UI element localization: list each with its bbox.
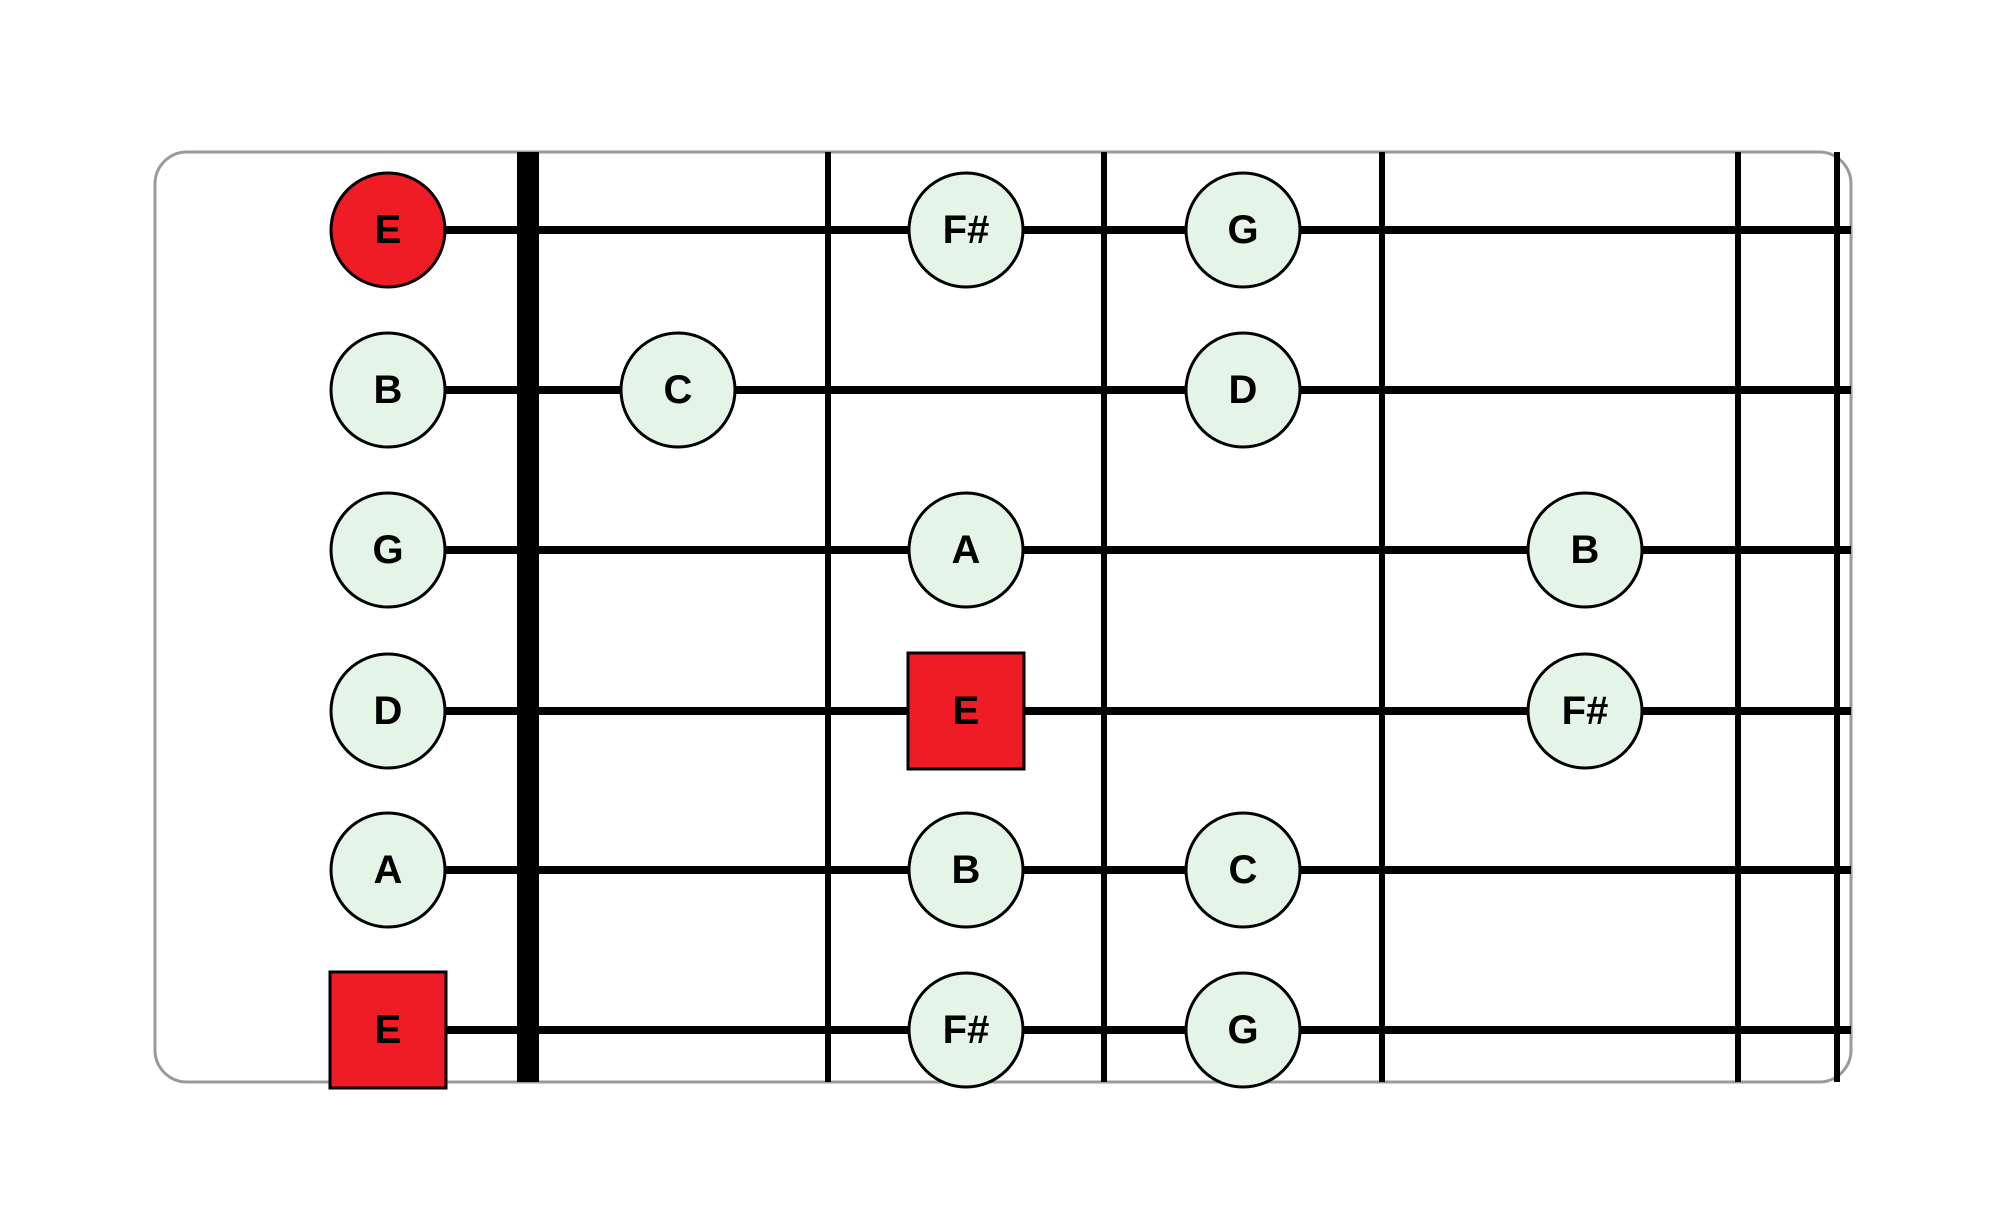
- note-label: F#: [943, 208, 990, 252]
- note-marker: A: [909, 493, 1023, 607]
- note-label: C: [1229, 848, 1258, 892]
- fretboard-diagram: E F# G B C D G A B D E F# A B C E F# G: [0, 0, 2000, 1214]
- fretboard-border: [155, 152, 1851, 1082]
- note-label: A: [374, 848, 403, 892]
- note-marker: E: [330, 972, 446, 1088]
- note-label: F#: [943, 1008, 990, 1052]
- note-marker: E: [908, 653, 1024, 769]
- note-marker: D: [331, 654, 445, 768]
- note-label: D: [1229, 368, 1258, 412]
- note-marker: E: [331, 173, 445, 287]
- note-marker: D: [1186, 333, 1300, 447]
- note-label: E: [953, 689, 980, 733]
- note-marker: B: [909, 813, 1023, 927]
- note-label: A: [952, 528, 981, 572]
- note-label: B: [952, 848, 981, 892]
- note-marker: B: [1528, 493, 1642, 607]
- note-label: G: [1227, 1008, 1258, 1052]
- note-marker: F#: [1528, 654, 1642, 768]
- note-label: D: [374, 689, 403, 733]
- note-label: C: [664, 368, 693, 412]
- note-marker: G: [331, 493, 445, 607]
- note-marker: C: [621, 333, 735, 447]
- note-marker: A: [331, 813, 445, 927]
- note-label: B: [1571, 528, 1600, 572]
- note-label: B: [374, 368, 403, 412]
- note-label: F#: [1562, 689, 1609, 733]
- note-marker: G: [1186, 973, 1300, 1087]
- note-marker: C: [1186, 813, 1300, 927]
- note-marker: F#: [909, 973, 1023, 1087]
- note-marker: G: [1186, 173, 1300, 287]
- fretboard-svg: E F# G B C D G A B D E F# A B C E F# G: [0, 0, 2000, 1214]
- note-label: G: [372, 528, 403, 572]
- note-marker: F#: [909, 173, 1023, 287]
- note-label: G: [1227, 208, 1258, 252]
- note-label: E: [375, 1008, 402, 1052]
- note-label: E: [375, 208, 402, 252]
- note-marker: B: [331, 333, 445, 447]
